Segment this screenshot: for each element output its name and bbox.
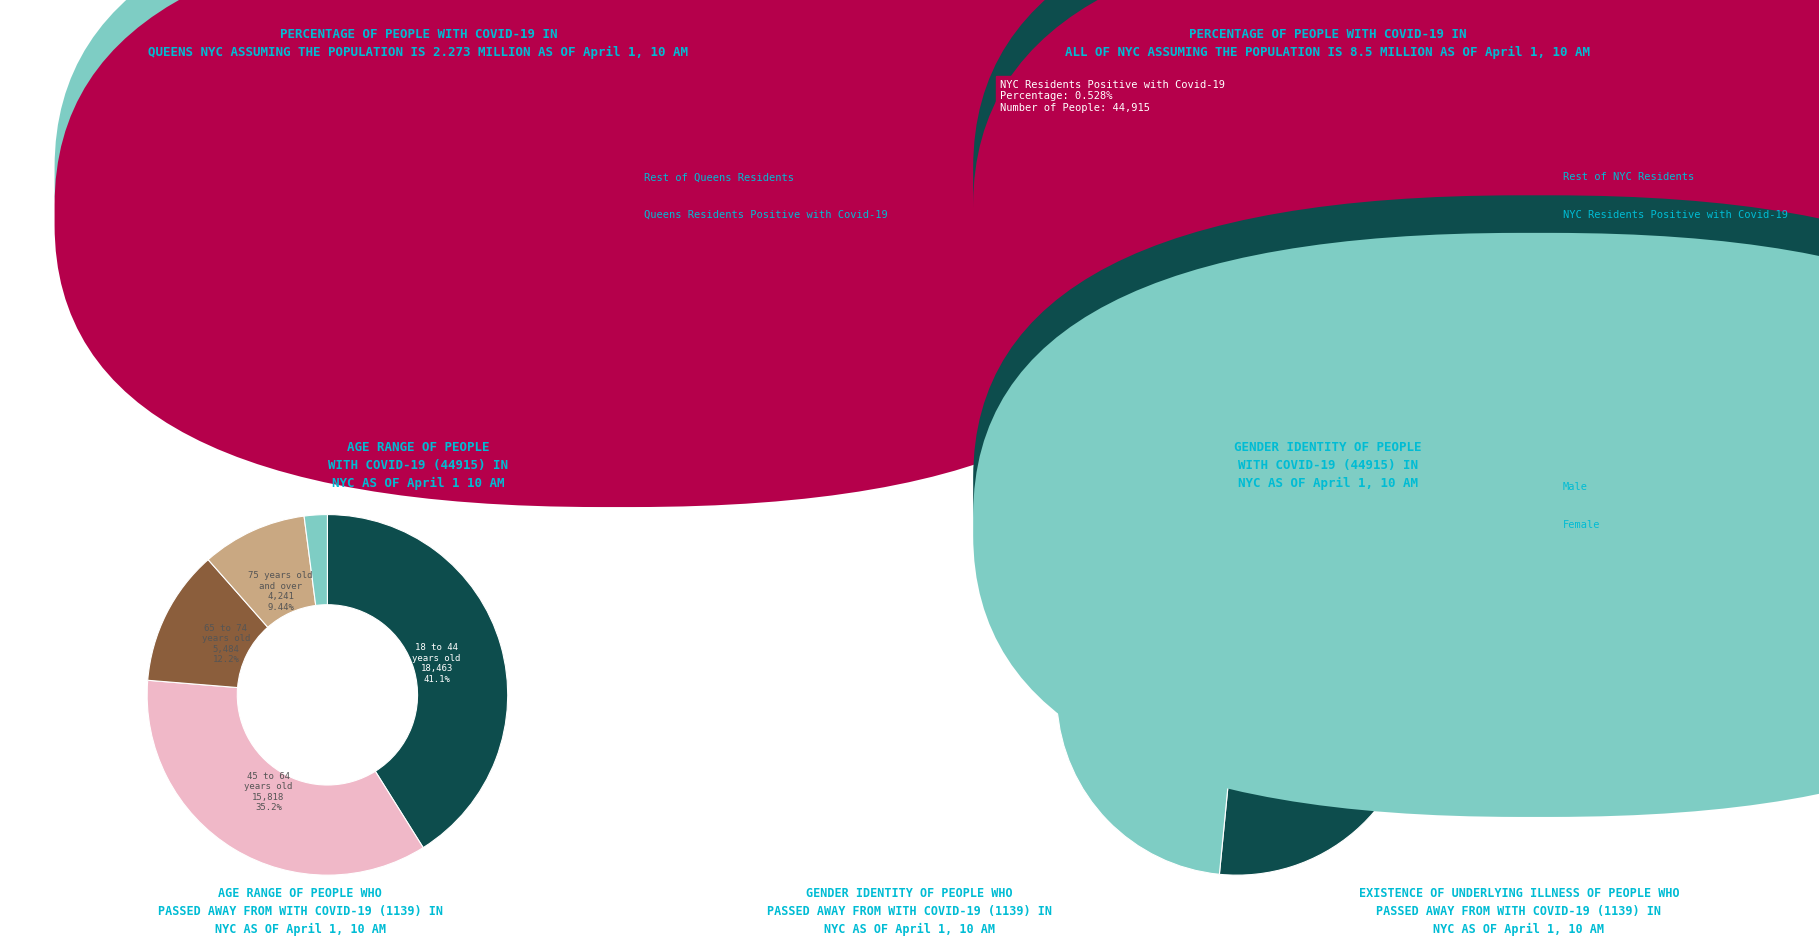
Text: PERCENTAGE OF PEOPLE WITH COVID-19 IN
QUEENS NYC ASSUMING THE POPULATION IS 2.27: PERCENTAGE OF PEOPLE WITH COVID-19 IN QU… — [149, 28, 688, 59]
Wedge shape — [1231, 83, 1237, 173]
Text: GENDER IDENTITY OF PEOPLE
WITH COVID-19 (44915) IN
NYC AS OF April 1, 10 AM: GENDER IDENTITY OF PEOPLE WITH COVID-19 … — [1233, 441, 1422, 490]
Text: AGE RANGE OF PEOPLE WHO
PASSED AWAY FROM WITH COVID-19 (1139) IN
NYC AS OF April: AGE RANGE OF PEOPLE WHO PASSED AWAY FROM… — [158, 887, 442, 936]
Text: Male
23,154
53.5%: Male 23,154 53.5% — [1332, 684, 1370, 717]
Text: 18 to 44
years old
18,463
41.1%: 18 to 44 years old 18,463 41.1% — [413, 643, 460, 684]
Text: GENDER IDENTITY OF PEOPLE WHO
PASSED AWAY FROM WITH COVID-19 (1139) IN
NYC AS OF: GENDER IDENTITY OF PEOPLE WHO PASSED AWA… — [768, 887, 1051, 936]
Wedge shape — [304, 515, 327, 606]
Text: AGE RANGE OF PEOPLE
WITH COVID-19 (44915) IN
NYC AS OF April 1 10 AM: AGE RANGE OF PEOPLE WITH COVID-19 (44915… — [329, 441, 508, 490]
Text: Rest of NYC Residents
8,455,085
99.5%: Rest of NYC Residents 8,455,085 99.5% — [1173, 360, 1304, 393]
Wedge shape — [147, 560, 267, 687]
Text: 45 to 64
years old
15,818
35.2%: 45 to 64 years old 15,818 35.2% — [244, 772, 293, 812]
Text: PERCENTAGE OF PEOPLE WITH COVID-19 IN
ALL OF NYC ASSUMING THE POPULATION IS 8.5 : PERCENTAGE OF PEOPLE WITH COVID-19 IN AL… — [1066, 28, 1590, 59]
Text: NYC Residents Positive with Covid-19: NYC Residents Positive with Covid-19 — [1563, 210, 1788, 220]
Text: 75 years old
and over
4,241
9.44%: 75 years old and over 4,241 9.44% — [247, 571, 313, 611]
Wedge shape — [1219, 515, 1417, 875]
Wedge shape — [147, 83, 508, 443]
Wedge shape — [147, 680, 424, 875]
Text: Rest of Queens Residents
2,258,034
99.3%: Rest of Queens Residents 2,258,034 99.3% — [255, 360, 406, 393]
Text: Queens Residents Positive with Covid-19: Queens Residents Positive with Covid-19 — [644, 210, 888, 220]
Text: Female
20,144
46.5%: Female 20,144 46.5% — [1104, 685, 1142, 718]
Text: Queens Residents Positive with Covid-19: Queens Residents Positive with Covid-19 — [318, 9, 548, 131]
Wedge shape — [1057, 83, 1417, 443]
Text: EXISTENCE OF UNDERLYING ILLNESS OF PEOPLE WHO
PASSED AWAY FROM WITH COVID-19 (11: EXISTENCE OF UNDERLYING ILLNESS OF PEOPL… — [1359, 887, 1679, 936]
Text: Rest of Queens Residents: Rest of Queens Residents — [644, 173, 793, 182]
Text: NYC Residents Positive with Covid-19
Percentage: 0.528%
Number of People: 44,915: NYC Residents Positive with Covid-19 Per… — [1000, 80, 1226, 113]
Text: Male: Male — [1563, 483, 1588, 492]
Text: Rest of NYC Residents: Rest of NYC Residents — [1563, 173, 1693, 182]
Text: Female: Female — [1563, 520, 1601, 530]
Wedge shape — [1057, 519, 1228, 874]
Text: trace 0: trace 0 — [931, 65, 973, 75]
Text: 65 to 74
years old
5,484
12.2%: 65 to 74 years old 5,484 12.2% — [202, 623, 249, 664]
Wedge shape — [327, 515, 508, 848]
Wedge shape — [320, 83, 327, 173]
Wedge shape — [1197, 515, 1237, 607]
Text: Queens Residents Positive with Covid-19: Queens Residents Positive with Covid-19 — [1228, 9, 1457, 131]
Wedge shape — [207, 516, 317, 627]
